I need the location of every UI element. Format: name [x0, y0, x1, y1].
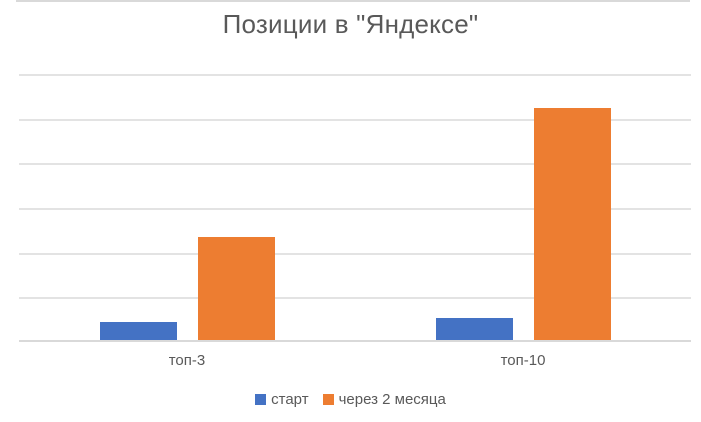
gridline — [19, 297, 691, 300]
plot-area — [19, 74, 691, 342]
bar-start-cat2 — [435, 317, 513, 340]
chart-title: Позиции в "Яндексе" — [222, 9, 479, 39]
bar-after-2-months-cat2 — [533, 107, 611, 340]
bar-start-cat1 — [99, 322, 177, 340]
x-axis-label-top-3: топ-3 — [168, 352, 206, 369]
x-axis-label-top-10: топ-10 — [500, 352, 546, 369]
legend-item-start: старт — [255, 391, 309, 408]
legend-label-after-2-months: через 2 месяца — [338, 391, 446, 408]
gridline — [19, 74, 691, 76]
legend-swatch-start — [255, 394, 267, 405]
gridline — [19, 163, 691, 166]
bar-after-2-months-cat1 — [197, 237, 275, 340]
legend-swatch-after-2-months — [322, 394, 334, 405]
legend: старт через 2 месяца — [0, 391, 701, 408]
chart-top-border — [16, 0, 690, 2]
x-axis-line — [19, 340, 691, 342]
gridline — [19, 208, 691, 210]
gridline — [19, 252, 691, 255]
x-axis-labels: топ-3 топ-10 — [19, 352, 691, 369]
legend-item-after-2-months: через 2 месяца — [322, 391, 446, 408]
legend-label-start: старт — [271, 391, 309, 408]
gridline — [19, 118, 691, 121]
